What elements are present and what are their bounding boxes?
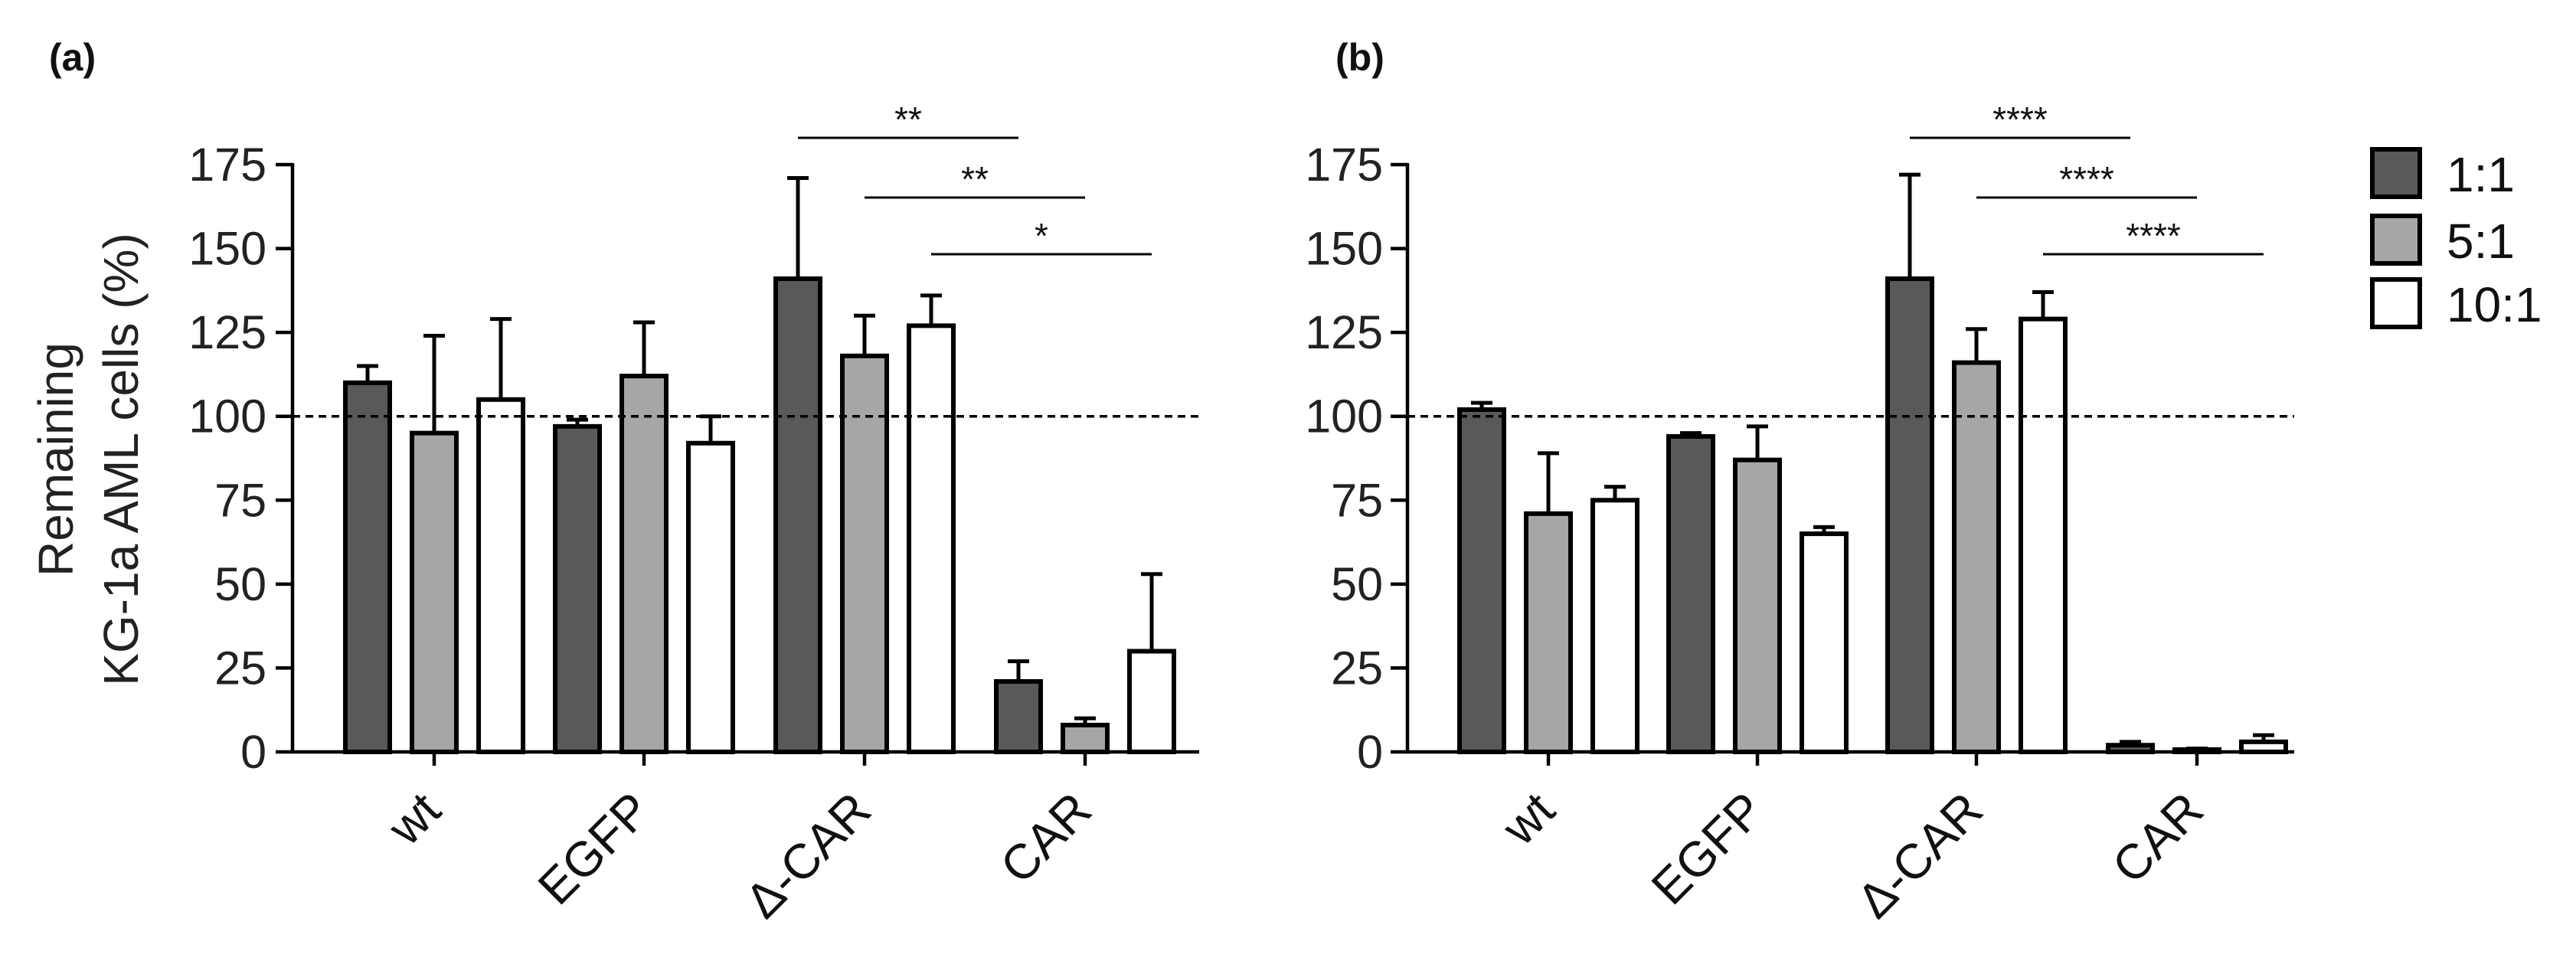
significance-label: **** [2059,159,2114,199]
x-category-label: EGFP [528,782,661,915]
y-tick-label: 125 [1305,306,1383,358]
x-category-label: EGFP [1641,782,1774,915]
y-tick-label: 75 [214,474,266,526]
bar-1-1-wt [343,380,392,754]
y-tick-label: 50 [1331,558,1383,610]
bar-1-1-wt [1457,407,1506,754]
y-tick-label: 125 [188,306,266,358]
legend-label: 10:1 [2447,277,2542,332]
x-category-label: Δ-CAR [734,782,881,929]
bar-1-1-EGFP [1666,434,1715,754]
x-category-label: wt [377,782,451,856]
bar-10-1-CAR [2239,739,2288,755]
y-tick-label: 150 [1305,223,1383,275]
y-axis-label: Remaining [28,342,83,577]
legend-swatch [2370,214,2422,266]
y-tick-label: 150 [188,223,266,275]
bar-1-1-Δ-CAR [1885,276,1934,754]
bar-1-1-Δ-CAR [773,276,822,754]
legend-label: 5:1 [2447,214,2515,269]
y-tick-label: 100 [1305,391,1383,443]
bar-10-1-wt [1590,498,1639,754]
legend: 1:1 5:1 10:1 [2370,147,2542,332]
bar-1-1-CAR [994,678,1043,755]
bar-10-1-CAR [1127,649,1176,754]
x-category-label: CAR [989,782,1101,894]
bar-10-1-Δ-CAR [907,323,956,754]
legend-label: 1:1 [2447,147,2515,202]
y-tick-label: 75 [1331,474,1383,526]
x-category-label: CAR [2101,782,2213,894]
bar-5-1-wt [410,430,459,755]
legend-swatch [2370,147,2422,199]
y-tick-label: 175 [188,139,266,191]
y-tick-label: 50 [214,558,266,610]
y-tick-label: 0 [240,726,266,778]
chart-panel-b: (b) 0 25 50 75 100 125 150 175 wt EGFP Δ-CAR CAR ****… [1305,36,2294,929]
y-tick-label: 25 [214,642,266,694]
y-tick-label: 175 [1305,139,1383,191]
bar-5-1-wt [1524,511,1573,754]
bar-5-1-EGFP [619,374,669,754]
x-category-label: Δ-CAR [1846,782,1993,929]
significance-label: ** [961,159,989,199]
y-axis-label: KG-1a AML cells (%) [93,233,149,686]
x-category-label: wt [1491,782,1565,856]
bar-5-1-Δ-CAR [1952,360,2001,754]
bar-5-1-EGFP [1733,457,1782,754]
significance-label: **** [2126,216,2181,256]
bar-5-1-CAR [1061,722,1110,754]
y-tick-label: 100 [188,391,266,443]
bar-10-1-wt [476,397,525,754]
bar-1-1-EGFP [553,423,602,754]
bar-10-1-EGFP [686,440,735,755]
bar-10-1-Δ-CAR [2019,316,2068,754]
chart-panel-a: (a) Remaining KG-1a AML cells (%) 0 25 50 75 10… [28,36,1199,929]
bar-10-1-EGFP [1800,531,1849,754]
significance-label: **** [1992,100,2048,139]
significance-label: ** [894,100,922,139]
legend-swatch [2370,277,2422,329]
panel-label: (a) [49,36,96,79]
y-tick-label: 25 [1331,642,1383,694]
panel-label: (b) [1335,36,1384,79]
significance-label: * [1035,216,1048,256]
bar-1-1-CAR [2106,743,2155,755]
y-tick-label: 0 [1357,726,1383,778]
